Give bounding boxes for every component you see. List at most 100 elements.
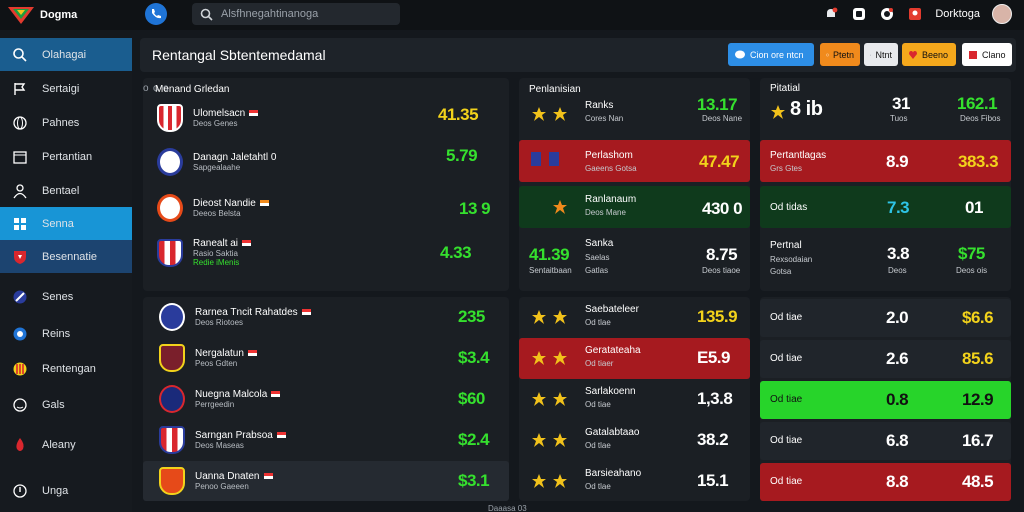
odds-value[interactable]: $60 <box>458 389 485 408</box>
odds-value[interactable]: 4.33 <box>440 243 472 262</box>
odds-value[interactable]: 13.17 <box>697 95 738 114</box>
market-row[interactable]: Sarlakoenn Od tiae 1,3.8 <box>519 379 750 420</box>
sidebar-item-unga[interactable]: Unga <box>0 474 132 507</box>
odds-value[interactable]: 8.75 <box>706 245 738 264</box>
star-icon[interactable] <box>531 309 547 330</box>
header-button-clano[interactable]: Clano <box>962 43 1012 66</box>
info-icon[interactable]: o <box>163 83 169 94</box>
odds-value[interactable]: 13 9 <box>459 199 491 218</box>
team-badge <box>157 104 183 132</box>
star-icon[interactable] <box>552 106 568 122</box>
sidebar: Olahagai Sertaigi Pahnes Pertantian Bent… <box>0 38 132 512</box>
star-icon[interactable] <box>531 106 547 122</box>
info-icon[interactable]: o <box>153 83 159 94</box>
panel-title: Pitatial <box>770 83 801 94</box>
user-name[interactable]: Dorktoga <box>935 8 980 20</box>
star-icon[interactable] <box>552 309 568 330</box>
star-icon[interactable] <box>531 391 547 412</box>
market-row[interactable]: Barsieahano Od tlae 15.1 <box>519 461 750 502</box>
bell-icon[interactable] <box>823 6 839 22</box>
globe-icon <box>13 115 27 130</box>
market-row[interactable]: Saebateleer Od tlae 135.9 <box>519 297 750 338</box>
chat-icon <box>735 50 745 58</box>
star-icon[interactable] <box>552 350 568 371</box>
user-icon <box>13 183 27 198</box>
sidebar-item-bentael[interactable]: Bentael <box>0 174 132 207</box>
odds-value[interactable]: 5.79 <box>446 146 478 165</box>
header-button-ptetn[interactable]: Ptetn <box>820 43 860 66</box>
sidebar-item-label: Rentengan <box>42 362 96 375</box>
star-icon[interactable] <box>531 432 547 453</box>
sidebar-item-label: Sertaigi <box>42 82 80 95</box>
search-bar[interactable]: Alsfhnegahtinanoga <box>192 3 400 25</box>
match-row[interactable]: Rarnea Tncit Rahatdes Deos Riotoes <box>159 303 311 331</box>
sidebar-item-rentengan[interactable]: Rentengan <box>0 352 132 385</box>
match-row[interactable]: Nuegna Malcola Perrgeedin <box>159 385 281 413</box>
odds-value[interactable]: $3.4 <box>458 348 490 367</box>
odds-value[interactable]: 41.35 <box>438 105 479 124</box>
sidebar-item-pahnes[interactable]: Pahnes <box>0 106 132 139</box>
page-title: Rentangal Sbtentemedamal <box>152 47 326 63</box>
sidebar-item-gals[interactable]: Gals <box>0 388 132 421</box>
odds-value[interactable]: 135.9 <box>697 307 738 326</box>
odds-grid-row[interactable]: Od tiae 8.8 48.5 <box>760 463 1011 501</box>
refresh-icon[interactable] <box>879 6 895 22</box>
match-row[interactable]: Sarngan Prabsoa Deos Maseas <box>159 426 286 454</box>
match-row[interactable]: Dieost Nandie Deeos Belsta <box>157 194 269 222</box>
header-button-primary[interactable]: Cion ore ntcn <box>728 43 814 66</box>
ball-icon <box>13 362 27 375</box>
sidebar-item-olahagai[interactable]: Olahagai <box>0 38 132 71</box>
page-header: Rentangal Sbtentemedamal Cion ore ntcn P… <box>140 38 1016 72</box>
odds-value[interactable]: 1,3.8 <box>697 389 733 408</box>
sidebar-item-aleany[interactable]: Aleany <box>0 428 132 461</box>
sidebar-item-sertaigi[interactable]: Sertaigi <box>0 72 132 105</box>
sidebar-item-pertantian[interactable]: Pertantian <box>0 140 132 173</box>
team-badge <box>157 238 183 267</box>
chat-icon[interactable] <box>851 6 867 22</box>
star-icon[interactable] <box>552 391 568 412</box>
sidebar-item-senes[interactable]: Senes <box>0 280 132 313</box>
match-row[interactable]: Danagn Jaletahtl 0 Sapgealaahe <box>157 148 276 176</box>
odds-value[interactable]: 47.47 <box>699 152 740 171</box>
sidebar-item-reins[interactable]: Reins <box>0 317 132 350</box>
odds-value[interactable]: 235 <box>458 307 485 326</box>
search-input[interactable]: Alsfhnegahtinanoga <box>221 8 319 20</box>
match-row[interactable]: Ranealt ai Rasio Saktia Redie iMenis <box>157 238 252 267</box>
odds-value[interactable]: 15.1 <box>697 471 729 490</box>
odds-value[interactable]: $3.1 <box>458 471 490 490</box>
brand[interactable]: Dogma <box>8 5 77 25</box>
search-icon <box>13 47 27 62</box>
star-icon[interactable] <box>770 104 786 120</box>
odds-grid-row[interactable]: Od tiae 2.0 $6.6 <box>760 299 1011 337</box>
star-icon[interactable] <box>552 473 568 494</box>
phone-icon <box>152 9 161 19</box>
odds-grid-row[interactable]: Od tiae 2.6 85.6 <box>760 340 1011 378</box>
info-icon[interactable]: o <box>143 83 149 94</box>
odds-grid-row[interactable]: Od tiae 0.8 12.9 <box>760 381 1011 419</box>
odds-grid-row[interactable]: Od tiae 6.8 16.7 <box>760 422 1011 460</box>
odds-value[interactable]: $2.4 <box>458 430 490 449</box>
market-row[interactable]: Geratateaha Od tiaer E5.9 <box>519 338 750 379</box>
star-icon[interactable] <box>552 432 568 453</box>
match-row[interactable]: Uanna Dnaten Penoo Gaeeen <box>159 467 273 495</box>
star-icon[interactable] <box>552 199 568 215</box>
sidebar-item-senna[interactable]: Senna <box>0 207 132 240</box>
match-row[interactable]: Ulomelsacn Deos Genes <box>157 104 259 132</box>
match-row[interactable]: Nergalatun Peos Gdten <box>159 344 257 372</box>
ball-icon <box>13 290 27 303</box>
market-row[interactable]: Gatalabtaao Od tlae 38.2 <box>519 420 750 461</box>
odds-value[interactable]: 41.39 <box>529 245 570 264</box>
odds-value[interactable]: E5.9 <box>697 348 730 367</box>
featured-matches-panel: Rarnea Tncit Rahatdes Deos Riotoes 235 N… <box>143 297 509 501</box>
phone-button[interactable] <box>145 3 167 25</box>
star-icon[interactable] <box>531 350 547 371</box>
sidebar-item-besennatie[interactable]: Besennatie <box>0 240 132 273</box>
sidebar-item-label: Aleany <box>42 438 76 451</box>
user-icon[interactable] <box>907 6 923 22</box>
star-icon[interactable] <box>531 473 547 494</box>
odds-value[interactable]: 430 0 <box>702 199 743 218</box>
header-button-ntnt[interactable]: Ntnt <box>864 43 898 66</box>
header-button-beeno[interactable]: Beeno <box>902 43 956 66</box>
avatar[interactable] <box>992 4 1012 24</box>
odds-value[interactable]: 38.2 <box>697 430 729 449</box>
